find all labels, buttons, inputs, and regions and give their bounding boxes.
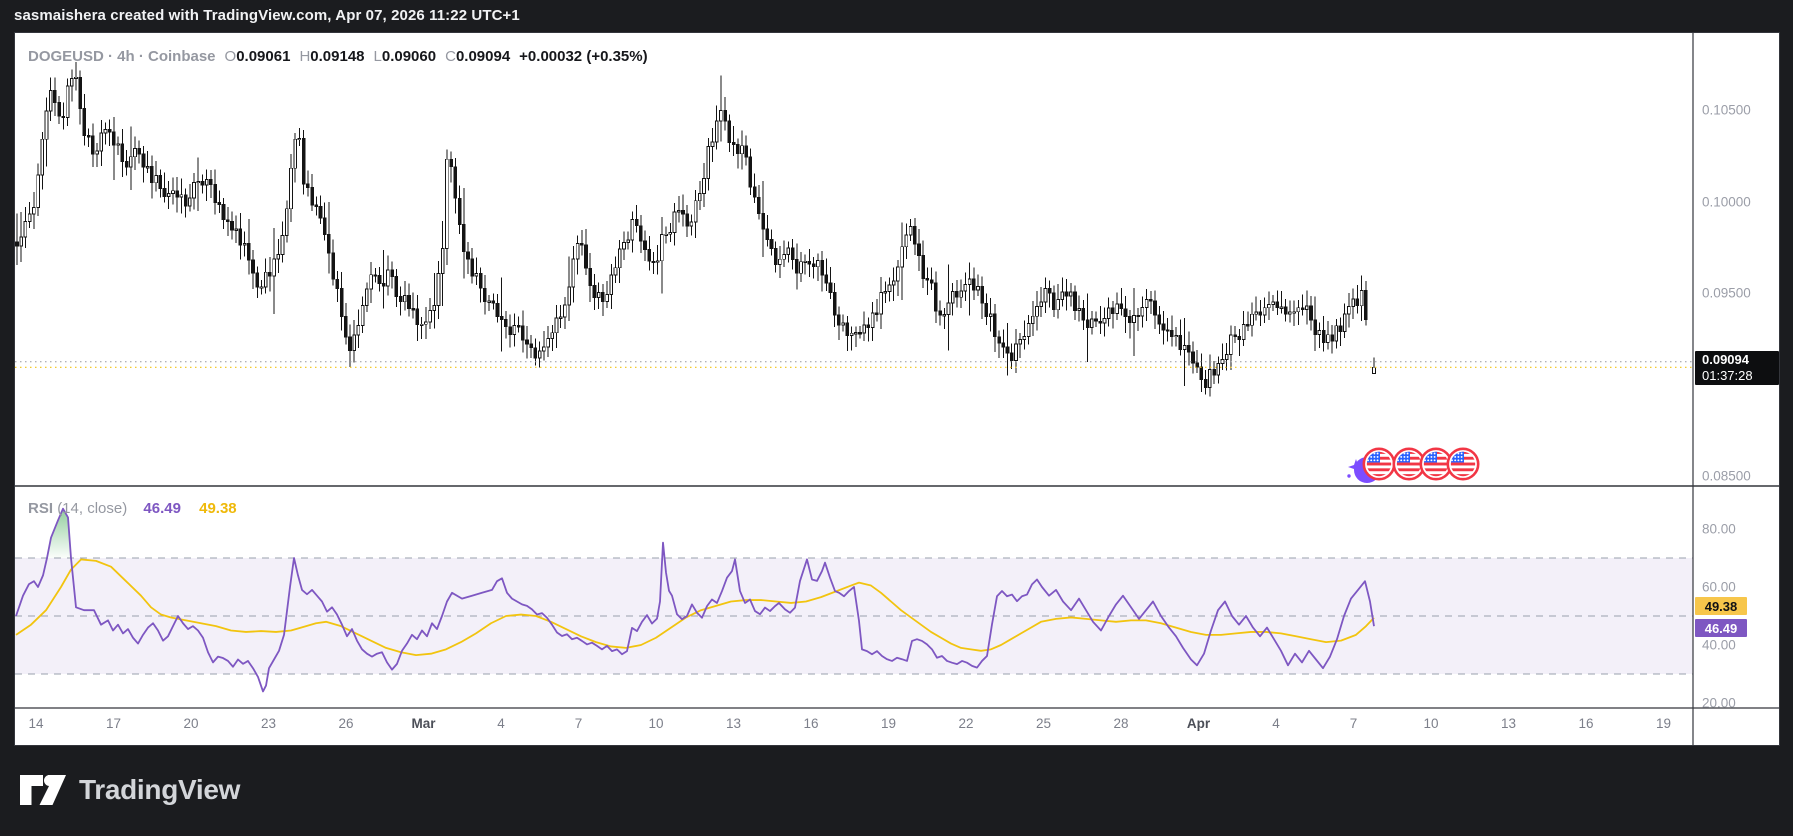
current-price-line xyxy=(15,361,1693,368)
time-axis-label: 4 xyxy=(1272,716,1280,731)
rsi-axis-label: 20.00 xyxy=(1702,695,1736,711)
rsi-ma-value: 49.38 xyxy=(199,500,237,517)
last-price-value: 0.09094 xyxy=(1702,352,1749,367)
time-axis-label: 13 xyxy=(1500,716,1517,731)
rsi-ma-value-tag: 49.38 xyxy=(1695,597,1747,615)
time-axis-label: 23 xyxy=(260,716,277,731)
high-label: H xyxy=(299,48,311,65)
chart-canvas[interactable] xyxy=(15,33,1779,745)
time-axis-label: 17 xyxy=(105,716,122,731)
time-axis-label: 20 xyxy=(183,716,199,731)
time-axis-label: 14 xyxy=(28,716,44,731)
rsi-line xyxy=(15,507,1375,693)
low-label: L xyxy=(373,48,382,65)
time-axis-label: 10 xyxy=(648,716,664,731)
time-axis-label: 16 xyxy=(1578,716,1594,731)
rsi-ma-line xyxy=(15,558,1375,657)
time-axis-label: Apr xyxy=(1186,716,1211,731)
tradingview-logo-icon[interactable] xyxy=(18,772,68,808)
open-label: O xyxy=(224,48,237,65)
time-axis-label: 7 xyxy=(1349,716,1358,731)
time-axis-label: Mar xyxy=(411,716,436,731)
time-axis-label: 28 xyxy=(1113,716,1129,731)
open-value: 0.09061 xyxy=(236,48,291,65)
symbol-title: DOGEUSD · 4h · Coinbase xyxy=(28,48,216,65)
last-price-label: 0.09094 01:37:28 xyxy=(1695,351,1779,385)
time-axis-label: 10 xyxy=(1423,716,1439,731)
time-axis-label: 26 xyxy=(338,716,354,731)
close-label: C xyxy=(445,48,456,65)
candlestick-series xyxy=(15,62,1376,397)
high-value: 0.09148 xyxy=(310,48,365,65)
time-axis-label: 16 xyxy=(803,716,819,731)
snapshot-banner: sasmaishera created with TradingView.com… xyxy=(14,7,520,24)
rsi-value-tag: 46.49 xyxy=(1695,619,1747,637)
rsi-title: RSI xyxy=(28,500,54,517)
time-axis-label: 7 xyxy=(574,716,583,731)
time-axis-label: 13 xyxy=(725,716,742,731)
chart-container: DOGEUSD · 4h · Coinbase O0.09061 H0.09148 L… xyxy=(14,32,1780,746)
rsi-value: 46.49 xyxy=(143,500,181,517)
close-value: 0.09094 xyxy=(455,48,511,65)
bar-countdown: 01:37:28 xyxy=(1702,368,1753,383)
rsi-pane xyxy=(15,507,1375,693)
rsi-params: (14, close) xyxy=(57,500,128,517)
low-value: 0.09060 xyxy=(381,48,437,65)
rsi-band xyxy=(15,557,1693,675)
tradingview-logo-text[interactable]: TradingView xyxy=(79,774,241,805)
time-axis-label: 19 xyxy=(880,716,897,731)
time-axis-label: 19 xyxy=(1655,716,1672,731)
price-axis-label: 0.08500 xyxy=(1702,468,1751,484)
rsi-axis-label: 60.00 xyxy=(1702,579,1736,595)
rsi-overbought-fill xyxy=(47,508,71,558)
price-axis-label: 0.09500 xyxy=(1702,285,1751,301)
price-axis-label: 0.10500 xyxy=(1702,102,1751,118)
time-axis-label: 22 xyxy=(958,716,974,731)
change-value: +0.00032 (+0.35%) xyxy=(519,48,648,65)
us-flag-icon[interactable] xyxy=(1362,447,1396,481)
price-axis-label: 0.10000 xyxy=(1702,194,1751,209)
symbol-header: DOGEUSD · 4h · Coinbase O0.09061 H0.09148 L… xyxy=(28,48,648,65)
us-flag-icon[interactable] xyxy=(1446,447,1480,481)
rsi-header: RSI (14, close) 46.49 49.38 xyxy=(28,500,237,517)
rsi-axis-label: 40.00 xyxy=(1702,637,1736,653)
time-axis-label: 25 xyxy=(1035,716,1052,731)
footer: TradingView xyxy=(18,744,518,836)
reaction-flags[interactable] xyxy=(1347,447,1480,483)
pane-separators xyxy=(15,33,1779,745)
rsi-axis-label: 80.00 xyxy=(1702,521,1736,537)
time-axis-label: 4 xyxy=(497,716,505,731)
